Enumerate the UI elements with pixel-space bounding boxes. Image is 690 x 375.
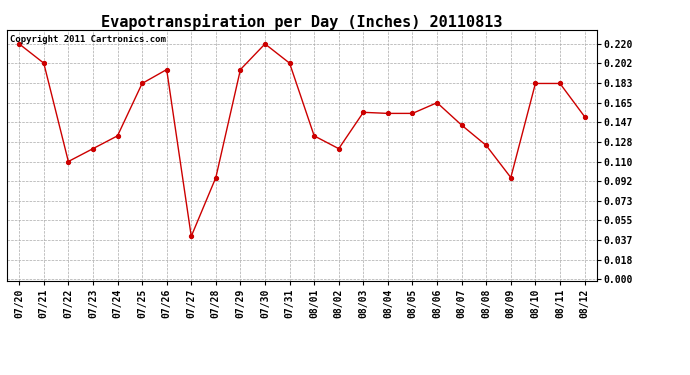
Title: Evapotranspiration per Day (Inches) 20110813: Evapotranspiration per Day (Inches) 2011… bbox=[101, 14, 502, 30]
Text: Copyright 2011 Cartronics.com: Copyright 2011 Cartronics.com bbox=[10, 35, 166, 44]
